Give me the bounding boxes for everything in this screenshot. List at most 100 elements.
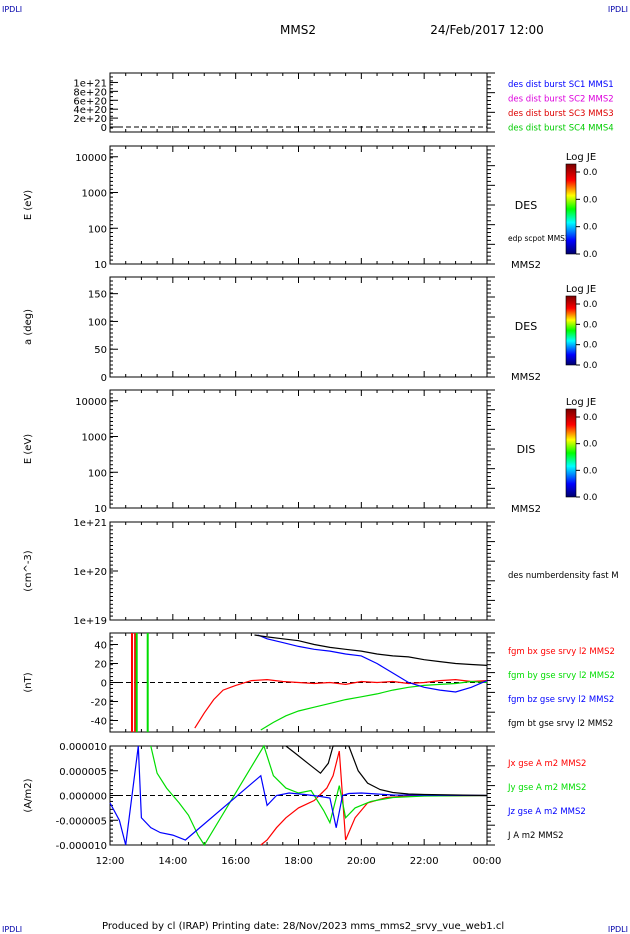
- y-tick-label: -20: [91, 698, 107, 709]
- y-tick-label: 100: [88, 317, 107, 328]
- legend-4: des dist burst SC4 MMS4: [508, 124, 614, 134]
- y-tick-label: 10000: [75, 153, 107, 164]
- colorbar-tick-label: 0.0: [583, 413, 598, 423]
- colorbar-tick-label: 0.0: [583, 341, 598, 351]
- corner-label-bottom-right: IPDLI: [608, 925, 628, 934]
- bfield-legend-3: fgm bz gse srvy l2 MMS2: [508, 695, 614, 705]
- colorbar-tick-label: 0.0: [583, 168, 598, 178]
- y-tick-label: 0.000000: [59, 792, 107, 803]
- y-axis-label: E (eV): [23, 190, 34, 220]
- y-tick-label: 50: [94, 345, 107, 356]
- panel-label: DIS: [517, 443, 536, 456]
- bfield-line-1: [194, 678, 488, 729]
- bfield-line-4: [254, 634, 488, 666]
- current-legend-3: Jz gse A m2 MMS2: [507, 807, 586, 817]
- panel-spacecraft-label: MMS2: [511, 504, 541, 515]
- y-tick-label: 6e+20: [73, 96, 107, 107]
- bfield-legend-2: fgm by gse srvy l2 MMS2: [508, 671, 615, 681]
- legend-3: des dist burst SC3 MMS3: [508, 109, 614, 119]
- corner-label-top-right: IPDLI: [608, 5, 628, 14]
- panel-frame: [109, 72, 488, 133]
- current-line-4: [285, 745, 488, 797]
- y-tick-label: -40: [91, 717, 107, 728]
- corner-label-bottom-left: IPDLI: [2, 925, 22, 934]
- colorbar-tick-label: 0.0: [583, 361, 598, 371]
- y-tick-label: 0: [101, 679, 107, 690]
- y-tick-label: 1e+21: [73, 78, 107, 89]
- current-legend-1: Jx gse A m2 MMS2: [507, 759, 586, 769]
- current-line-2: [150, 744, 488, 847]
- x-tick-label: 22:00: [410, 856, 439, 867]
- legend-1: des dist burst SC1 MMS1: [508, 80, 614, 90]
- colorbar-tick-label: 0.0: [583, 195, 598, 205]
- colorbar-tick-label: 0.0: [583, 250, 598, 260]
- x-tick-label: 16:00: [221, 856, 250, 867]
- bfield-legend-1: fgm bx gse srvy l2 MMS2: [508, 647, 615, 657]
- y-tick-label: 10000: [75, 397, 107, 408]
- panel-spacecraft-label: MMS2: [511, 260, 541, 271]
- x-tick-label: 14:00: [158, 856, 187, 867]
- y-tick-label: 1000: [82, 189, 107, 200]
- current-line-1: [260, 750, 488, 846]
- y-tick-label: 150: [88, 290, 107, 301]
- y-axis-label: (cm^-3): [23, 550, 34, 591]
- y-tick-label: 0: [101, 373, 107, 384]
- colorbar-tick-label: 0.0: [583, 320, 598, 330]
- spacecraft-title: MMS2: [280, 23, 316, 37]
- current-line-3: [109, 745, 488, 846]
- x-tick-label: 12:00: [96, 856, 125, 867]
- y-tick-label: 2e+20: [73, 114, 107, 125]
- bfield-legend-4: fgm bt gse srvy l2 MMS2: [508, 719, 613, 729]
- y-tick-label: 0.000010: [59, 742, 107, 753]
- y-tick-label: 100: [88, 468, 107, 479]
- panel-spacecraft-label: MMS2: [511, 372, 541, 383]
- y-tick-label: -0.000010: [56, 841, 107, 852]
- legend-2: des dist burst SC2 MMS2: [508, 95, 614, 105]
- colorbar-label: Log JE: [566, 284, 596, 295]
- y-axis-label: (A/m2): [23, 778, 34, 812]
- y-tick-label: 10: [94, 504, 107, 515]
- y-tick-label: 1e+19: [73, 616, 107, 627]
- y-tick-label: 8e+20: [73, 87, 107, 98]
- current-legend-2: Jy gse A m2 MMS2: [507, 783, 586, 793]
- panel-sublabel: edp scpot MMS2: [508, 234, 570, 243]
- y-tick-label: 1000: [82, 433, 107, 444]
- y-tick-label: 4e+20: [73, 105, 107, 116]
- y-tick-label: 1e+20: [73, 567, 107, 578]
- y-tick-label: 0.000005: [59, 767, 107, 778]
- y-tick-label: 100: [88, 224, 107, 235]
- y-tick-label: 40: [94, 641, 107, 652]
- panel-frame: [109, 389, 488, 509]
- footer-credits: Produced by cl (IRAP) Printing date: 28/…: [102, 921, 504, 932]
- panel-frame: [109, 276, 488, 378]
- y-tick-label: 0: [101, 123, 107, 134]
- panel-frame: [109, 521, 488, 621]
- y-tick-label: 10: [94, 260, 107, 271]
- current-legend-4: J A m2 MMS2: [507, 831, 564, 841]
- colorbar-tick-label: 0.0: [583, 466, 598, 476]
- bfield-line-3: [257, 634, 488, 693]
- panel-label: DES: [515, 320, 537, 333]
- colorbar-tick-label: 0.0: [583, 300, 598, 310]
- bfield-line-2: [260, 680, 488, 731]
- plot-datetime: 24/Feb/2017 12:00: [430, 23, 544, 37]
- x-tick-label: 18:00: [284, 856, 313, 867]
- y-axis-label: E (eV): [23, 434, 34, 464]
- colorbar-label: Log JE: [566, 152, 596, 163]
- y-axis-label: a (deg): [23, 309, 34, 345]
- x-tick-label: 20:00: [347, 856, 376, 867]
- y-tick-label: 20: [94, 660, 107, 671]
- colorbar-tick-label: 0.0: [583, 223, 598, 233]
- panel-frame: [109, 145, 488, 265]
- colorbar-3: [565, 408, 577, 498]
- legend-density: des numberdensity fast M: [508, 571, 619, 581]
- y-axis-label: (nT): [23, 672, 34, 692]
- y-tick-label: -0.000005: [56, 816, 107, 827]
- colorbar-tick-label: 0.0: [583, 493, 598, 503]
- corner-label-top-left: IPDLI: [2, 5, 22, 14]
- colorbar-label: Log JE: [566, 397, 596, 408]
- colorbar-tick-label: 0.0: [583, 440, 598, 450]
- colorbar-1: [565, 163, 577, 255]
